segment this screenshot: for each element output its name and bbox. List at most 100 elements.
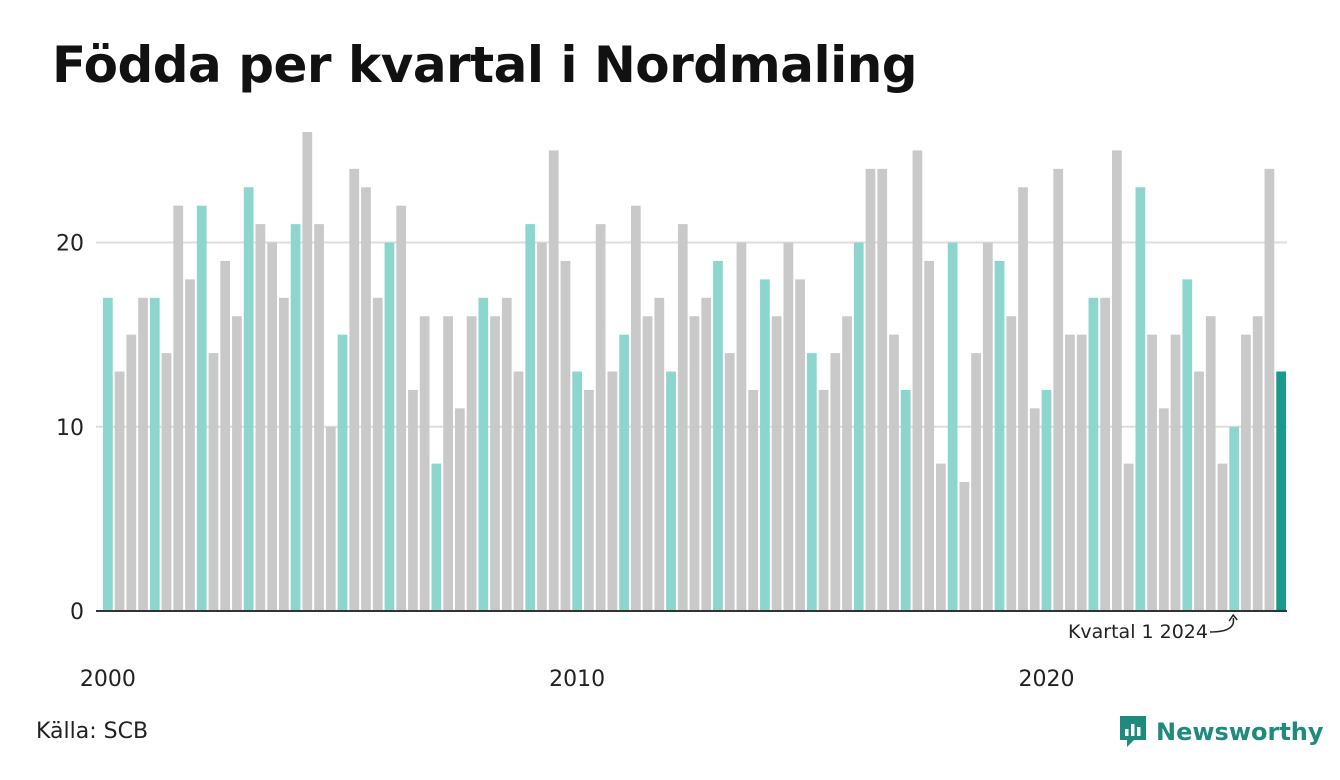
bar (630, 205, 641, 611)
bar (103, 297, 113, 611)
bar (607, 371, 618, 611)
bar (900, 389, 911, 611)
bar (314, 224, 324, 611)
bar (372, 297, 383, 611)
bar (560, 260, 571, 611)
bar (642, 316, 653, 611)
axes: 0 10 20 2000 2010 2020 (56, 232, 1287, 692)
bar (325, 426, 336, 611)
bar (501, 297, 512, 611)
bar (584, 389, 594, 611)
bar (1264, 168, 1275, 611)
bar (771, 316, 782, 611)
bar (865, 168, 876, 611)
bar (947, 242, 958, 612)
bar (677, 224, 688, 611)
bar (595, 224, 606, 611)
y-tick-label: 20 (56, 232, 84, 257)
bar (114, 371, 125, 611)
bar (384, 242, 395, 612)
bar (982, 242, 993, 612)
bar (490, 316, 500, 611)
bar (361, 187, 371, 611)
bar (713, 260, 723, 611)
x-tick-label: 2020 (1018, 667, 1074, 692)
bar (830, 353, 841, 611)
bar (1182, 279, 1193, 611)
bar (1053, 168, 1064, 611)
bar (1041, 389, 1052, 611)
bar (1158, 408, 1169, 611)
bar (689, 316, 700, 611)
bar (1006, 316, 1017, 611)
bar (1065, 334, 1075, 611)
bar (1170, 334, 1181, 611)
bar (431, 463, 442, 611)
bar (912, 150, 923, 611)
newsworthy-logo-icon (1120, 716, 1146, 747)
bar (971, 353, 981, 611)
bar (290, 224, 301, 611)
bar (924, 260, 935, 611)
bar (408, 389, 418, 611)
bar (1029, 408, 1040, 611)
bar (161, 353, 172, 611)
bar (126, 334, 137, 611)
bar (478, 297, 489, 611)
bar (795, 279, 805, 611)
bar (173, 205, 184, 611)
bar (818, 389, 829, 611)
annotation-label: Kvartal 1 2024 (1068, 621, 1208, 643)
bar (1229, 426, 1240, 611)
bar (525, 224, 536, 611)
bar (1252, 316, 1263, 611)
bar (1123, 463, 1134, 611)
y-tick-label: 0 (70, 600, 84, 625)
bar (513, 371, 524, 611)
bar (548, 150, 559, 611)
bar (1112, 150, 1122, 611)
bar (255, 224, 266, 611)
bar (1147, 334, 1157, 611)
bar (877, 168, 888, 611)
bar (220, 260, 231, 611)
bar (419, 316, 430, 611)
bar (959, 482, 970, 611)
bar (994, 260, 1005, 611)
bar (1194, 371, 1204, 611)
bar (748, 389, 759, 611)
bar (1088, 297, 1099, 611)
bar (736, 242, 747, 612)
annotation-arrowhead (1228, 613, 1238, 622)
bar (149, 297, 160, 611)
bar (1135, 187, 1146, 611)
bar (454, 408, 465, 611)
bar (278, 297, 289, 611)
bar (783, 242, 794, 612)
bar (208, 353, 219, 611)
bar (1018, 187, 1028, 611)
bar (1076, 334, 1087, 611)
bar (936, 463, 946, 611)
bar (701, 297, 712, 611)
bar (537, 242, 547, 612)
bar (619, 334, 629, 611)
bar (302, 132, 313, 611)
bar (853, 242, 864, 612)
brand-logo[interactable]: Newsworthy (1118, 714, 1324, 750)
bar (1205, 316, 1216, 611)
bar (466, 316, 477, 611)
bar (349, 168, 360, 611)
y-tick-label: 10 (56, 416, 84, 441)
bar (196, 205, 207, 611)
bar (724, 353, 735, 611)
bar (1100, 297, 1111, 611)
bar (760, 279, 770, 611)
bar (842, 316, 852, 611)
source-label: Källa: SCB (36, 719, 149, 744)
brand-name: Newsworthy (1156, 718, 1324, 746)
bar (185, 279, 195, 611)
bar (654, 297, 665, 611)
x-tick-label: 2010 (549, 667, 605, 692)
